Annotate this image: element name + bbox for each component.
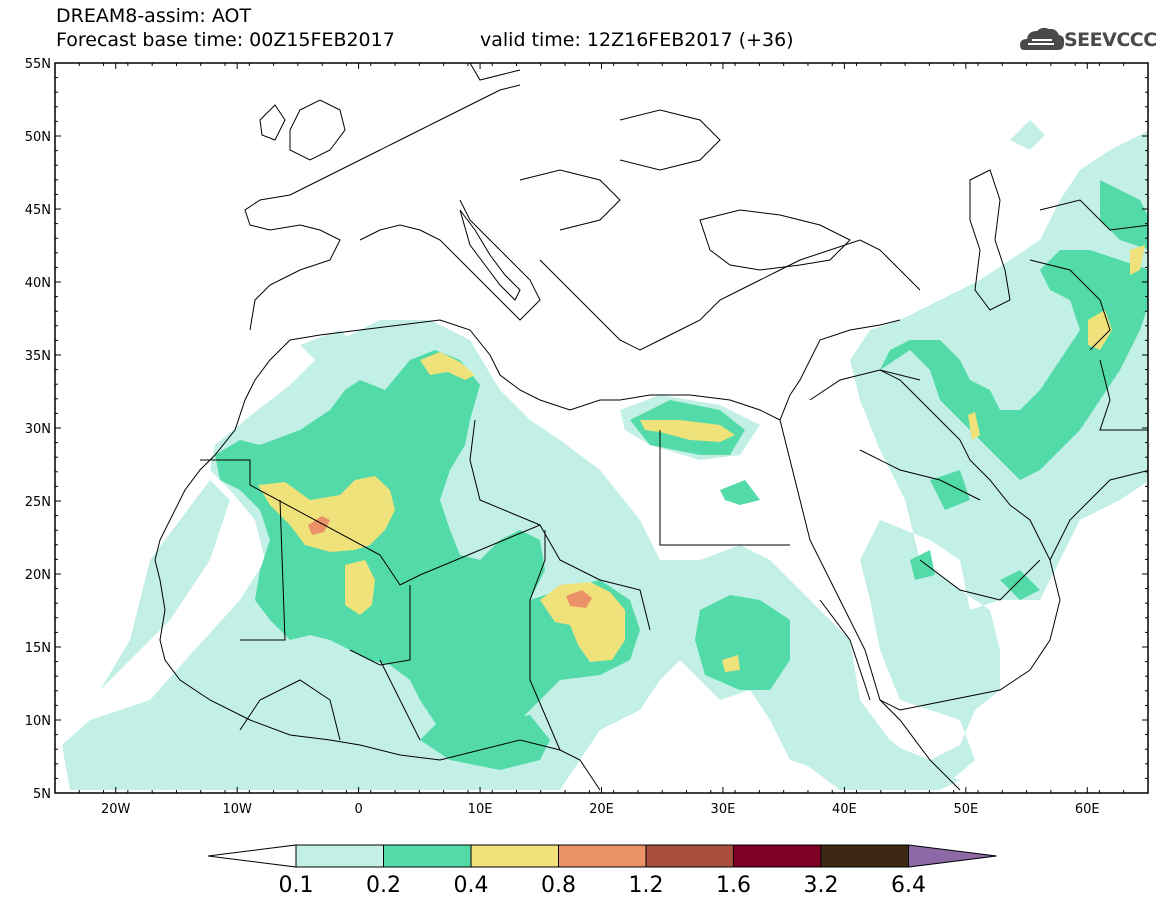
colorbar-label: 0.2 (366, 873, 401, 898)
lat-tick-label: 5N (33, 787, 51, 802)
lat-tick-label: 15N (25, 641, 51, 656)
aot-field (62, 120, 1148, 790)
aot-level-0.4 (258, 245, 1145, 672)
lat-tick-label: 40N (25, 276, 51, 291)
lat-tick-label: 20N (25, 568, 51, 583)
lat-tick-label: 50N (25, 130, 51, 145)
aot-level-0.2 (215, 180, 1148, 770)
lon-tick-label: 10W (222, 802, 252, 817)
lat-tick-label: 55N (25, 57, 51, 72)
map-title: DREAM8-assim: AOT (56, 5, 252, 27)
colorbar-swatch (470, 844, 559, 868)
latitude-axis: 5N 10N 15N 20N 25N 30N 35N 40N 45N 50N 55N (25, 57, 1148, 802)
colorbar-label: 0.4 (454, 873, 489, 898)
colorbar-low-extension (207, 844, 297, 868)
colorbar-label: 1.6 (716, 873, 751, 898)
lon-tick-label: 10E (468, 802, 493, 817)
lon-tick-label: 30E (711, 802, 736, 817)
colorbar-label: 0.1 (279, 873, 314, 898)
lat-tick-label: 25N (25, 495, 51, 510)
lon-tick-label: 20E (589, 802, 614, 817)
longitude-axis: 20W 10W 0 10E 20E 30E 40E 50E 60E (54, 63, 1149, 817)
lat-tick-label: 10N (25, 714, 51, 729)
colorbar: 0.1 0.2 0.4 0.8 1.2 1.6 3.2 6.4 (207, 844, 997, 898)
colorbar-label: 1.2 (629, 873, 664, 898)
forecast-base-time: Forecast base time: 00Z15FEB2017 (56, 29, 395, 51)
colorbar-label: 6.4 (891, 873, 926, 898)
aot-level-0.8 (308, 516, 592, 608)
lon-tick-label: 60E (1075, 802, 1100, 817)
valid-time: valid time: 12Z16FEB2017 (+36) (480, 29, 794, 51)
colorbar-swatch (733, 844, 822, 868)
coastlines (154, 63, 1148, 791)
lon-tick-label: 0 (354, 802, 362, 817)
colorbar-label: 0.8 (541, 873, 576, 898)
colorbar-label: 3.2 (804, 873, 839, 898)
lat-tick-label: 35N (25, 349, 51, 364)
colorbar-swatch (295, 844, 384, 868)
colorbar-swatch (645, 844, 734, 868)
colorbar-high-extension (908, 844, 997, 868)
lon-tick-label: 40E (832, 802, 857, 817)
lat-tick-label: 45N (25, 203, 51, 218)
colorbar-swatch (558, 844, 647, 868)
colorbar-swatch (383, 844, 472, 868)
seevccc-logo-text: SEEVCCC (1064, 29, 1157, 51)
lon-tick-label: 50E (953, 802, 978, 817)
cloud-icon (1020, 27, 1065, 50)
lat-tick-label: 30N (25, 422, 51, 437)
colorbar-swatch (820, 844, 909, 868)
lon-tick-label: 20W (101, 802, 131, 817)
